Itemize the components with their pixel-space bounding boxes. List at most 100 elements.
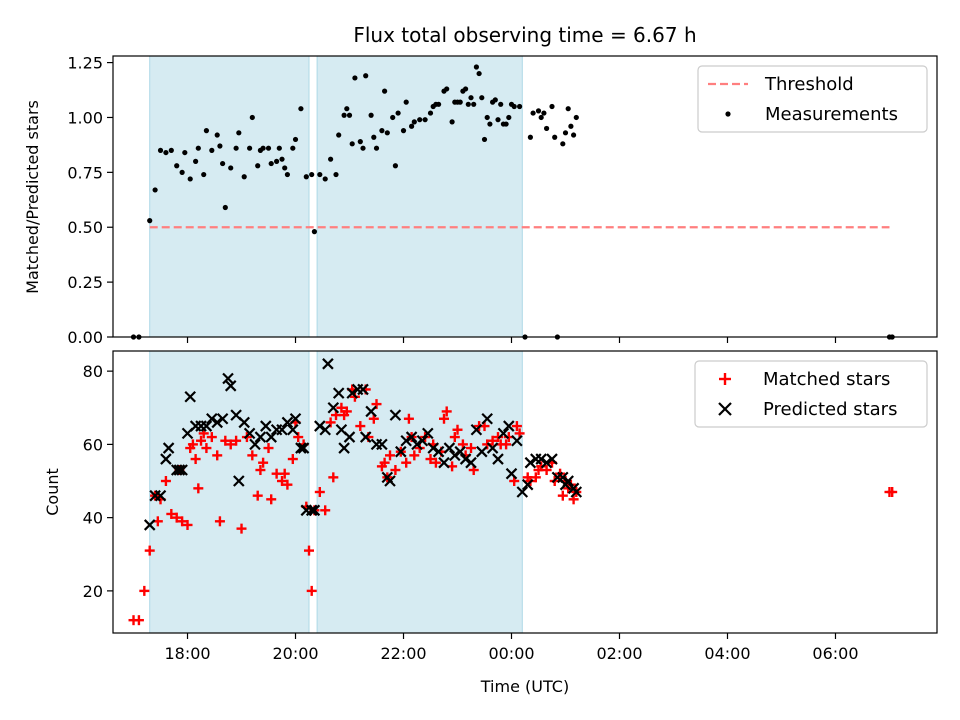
measurement-point xyxy=(217,143,223,149)
matched-star-point xyxy=(196,435,207,446)
measurement-point xyxy=(471,101,477,107)
measurement-point xyxy=(400,128,407,134)
x-tick-label: 02:00 xyxy=(596,644,642,663)
measurement-point xyxy=(322,176,328,182)
measurement-point xyxy=(382,88,388,94)
predicted-star-point xyxy=(308,504,321,517)
measurement-point xyxy=(317,171,323,178)
matched-star-point xyxy=(263,443,274,454)
legend-matched-label: Matched stars xyxy=(763,369,890,390)
measurement-point xyxy=(422,117,428,123)
predicted-star-point xyxy=(400,434,412,447)
measurement-point xyxy=(530,110,536,116)
measurement-point xyxy=(506,114,512,121)
measurement-point xyxy=(411,119,417,125)
measurement-point xyxy=(157,147,164,153)
measurement-point xyxy=(174,163,180,169)
predicted-star-point xyxy=(343,431,356,443)
measurement-point xyxy=(498,101,504,107)
measurement-point xyxy=(309,171,315,178)
bottom-y-axis-label: Count xyxy=(43,468,62,516)
matched-star-point xyxy=(201,443,212,454)
predicted-star-point xyxy=(224,380,237,392)
predicted-star-point xyxy=(332,387,345,399)
y-tick-label: 0.75 xyxy=(67,163,103,182)
measurement-point xyxy=(487,121,493,127)
measurement-point xyxy=(409,123,415,129)
measurement-point xyxy=(468,95,474,101)
matched-star-point xyxy=(341,406,352,417)
measurement-point xyxy=(276,145,282,151)
measurement-point xyxy=(265,145,272,151)
chart-title: Flux total observing time = 6.67 h xyxy=(353,23,696,47)
matched-star-point xyxy=(255,465,266,476)
predicted-star-point xyxy=(540,456,553,469)
matched-star-point xyxy=(177,516,188,527)
predicted-star-point xyxy=(486,442,499,454)
legend-top-frame xyxy=(697,65,928,133)
predicted-star-point xyxy=(243,427,256,440)
matched-star-point xyxy=(187,439,198,450)
measurement-point xyxy=(395,110,401,116)
predicted-star-point xyxy=(376,438,388,451)
measurement-point xyxy=(203,128,210,134)
predicted-star-point xyxy=(516,486,529,498)
legend-predicted-swatch xyxy=(718,402,732,416)
matched-star-point xyxy=(166,508,177,519)
matched-star-point xyxy=(425,454,436,465)
measurement-point xyxy=(274,158,280,164)
plot-frame-1 xyxy=(112,350,938,634)
matched-star-point xyxy=(541,465,552,476)
measurement-point xyxy=(147,218,153,224)
predicted-star-point xyxy=(200,420,213,432)
predicted-star-point xyxy=(530,453,542,465)
matched-star-point xyxy=(530,472,541,483)
predicted-star-point xyxy=(276,423,288,436)
predicted-star-point xyxy=(546,453,558,465)
measurement-point xyxy=(481,136,488,143)
predicted-star-point xyxy=(416,434,429,447)
predicted-star-point xyxy=(449,449,461,462)
matched-star-point xyxy=(252,490,263,501)
matched-star-point xyxy=(193,483,204,494)
predicted-star-point xyxy=(287,423,299,436)
x-tick-label: 06:00 xyxy=(812,644,858,663)
matched-star-point xyxy=(409,450,420,461)
measurement-point xyxy=(311,229,318,235)
matched-star-point xyxy=(314,487,325,497)
measurement-point xyxy=(436,101,442,107)
measurement-point xyxy=(444,86,450,92)
matched-star-point xyxy=(206,432,217,443)
matched-star-point xyxy=(487,435,498,446)
matched-star-point xyxy=(160,476,171,487)
measurement-point xyxy=(249,114,255,121)
measurement-point xyxy=(346,112,353,118)
matched-star-point xyxy=(182,519,193,530)
predicted-star-point xyxy=(443,442,456,454)
shaded-interval-0 xyxy=(149,350,310,634)
predicted-star-point xyxy=(405,431,418,443)
predicted-star-point xyxy=(319,423,331,436)
measurement-point xyxy=(220,160,226,167)
measurement-point xyxy=(168,147,174,153)
x-axis-label: Time (UTC) xyxy=(480,677,569,696)
matched-star-point xyxy=(403,413,414,424)
measurement-point xyxy=(457,99,463,105)
shaded-interval-0 xyxy=(149,55,310,338)
predicted-star-point xyxy=(389,409,402,421)
matched-star-point xyxy=(439,413,450,424)
predicted-star-point xyxy=(557,471,569,484)
measurement-point xyxy=(303,174,309,180)
predicted-star-point xyxy=(160,453,172,465)
measurement-point xyxy=(562,130,569,136)
legend-bottom: Matched stars Predicted stars xyxy=(694,360,928,428)
measurement-point xyxy=(179,169,185,175)
matched-star-point xyxy=(320,505,331,516)
x-tick-label: 00:00 xyxy=(488,644,534,663)
y-tick-label: 20 xyxy=(83,582,103,601)
matched-star-point xyxy=(379,457,390,468)
predicted-star-point xyxy=(454,445,466,458)
measurement-point xyxy=(473,64,480,70)
predicted-star-point xyxy=(206,412,218,425)
predicted-star-point xyxy=(503,420,515,432)
